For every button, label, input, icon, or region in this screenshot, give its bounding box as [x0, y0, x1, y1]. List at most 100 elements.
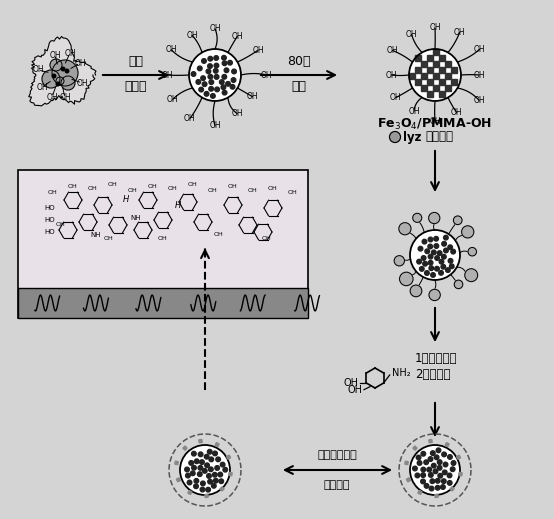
Circle shape: [186, 473, 190, 478]
Circle shape: [204, 91, 209, 96]
Bar: [451, 67, 457, 73]
Text: Fe$_3$O$_4$/PMMA-OH: Fe$_3$O$_4$/PMMA-OH: [377, 117, 493, 132]
Circle shape: [208, 480, 212, 484]
Text: OH: OH: [429, 23, 441, 33]
Circle shape: [201, 481, 205, 486]
Text: 冰浴超声: 冰浴超声: [425, 130, 453, 143]
Circle shape: [197, 472, 202, 476]
Bar: [407, 478, 411, 482]
Bar: [199, 440, 202, 443]
Circle shape: [440, 485, 445, 489]
Circle shape: [435, 485, 440, 490]
Circle shape: [429, 266, 434, 270]
Circle shape: [191, 72, 196, 76]
Circle shape: [213, 451, 217, 456]
Circle shape: [222, 90, 227, 95]
Circle shape: [222, 61, 227, 65]
Circle shape: [421, 467, 425, 472]
Circle shape: [187, 480, 192, 485]
Text: 80度: 80度: [288, 55, 311, 68]
Circle shape: [415, 473, 420, 478]
Circle shape: [208, 64, 212, 69]
Text: OH: OH: [48, 189, 58, 195]
Circle shape: [202, 59, 206, 63]
Text: OH: OH: [232, 109, 243, 118]
Circle shape: [437, 466, 442, 470]
Bar: [445, 61, 451, 67]
Circle shape: [198, 452, 203, 457]
Text: OH: OH: [288, 189, 298, 195]
Circle shape: [394, 256, 404, 266]
Circle shape: [209, 457, 214, 462]
Bar: [427, 67, 433, 73]
Circle shape: [425, 249, 429, 254]
Circle shape: [424, 271, 429, 275]
Text: OH: OH: [36, 83, 48, 91]
Text: OH: OH: [32, 65, 44, 75]
Text: OH: OH: [252, 46, 264, 54]
Text: OH: OH: [186, 31, 198, 39]
Circle shape: [427, 467, 432, 472]
Text: OH: OH: [188, 183, 198, 187]
Circle shape: [189, 461, 193, 465]
Circle shape: [428, 237, 433, 242]
Text: HO: HO: [45, 217, 55, 223]
Bar: [433, 85, 439, 91]
Circle shape: [198, 466, 203, 470]
Circle shape: [214, 75, 219, 79]
Text: OH: OH: [68, 184, 78, 188]
Text: H: H: [123, 196, 129, 204]
Circle shape: [192, 466, 196, 470]
Text: OH: OH: [474, 71, 485, 79]
Circle shape: [435, 479, 440, 483]
Circle shape: [429, 486, 434, 491]
Circle shape: [428, 261, 433, 265]
Bar: [421, 73, 427, 79]
Bar: [433, 73, 439, 79]
Bar: [176, 478, 181, 482]
Circle shape: [180, 445, 230, 495]
Text: OH: OH: [406, 30, 417, 39]
Text: HO: HO: [45, 229, 55, 235]
Circle shape: [418, 247, 423, 251]
Text: OH: OH: [474, 45, 485, 54]
Bar: [427, 55, 433, 61]
Circle shape: [207, 474, 211, 479]
Circle shape: [410, 285, 422, 297]
Text: OH: OH: [347, 385, 362, 394]
Circle shape: [428, 244, 433, 249]
Circle shape: [202, 469, 207, 473]
Circle shape: [449, 264, 454, 268]
Circle shape: [50, 59, 62, 71]
Circle shape: [211, 93, 215, 98]
Circle shape: [433, 469, 438, 474]
Text: OH: OH: [158, 236, 168, 240]
Circle shape: [194, 479, 199, 483]
Circle shape: [435, 266, 439, 271]
Circle shape: [228, 60, 232, 65]
Circle shape: [439, 270, 443, 275]
Bar: [418, 490, 422, 495]
Text: OH: OH: [103, 236, 113, 240]
Bar: [220, 487, 224, 491]
Circle shape: [430, 451, 435, 455]
Circle shape: [61, 76, 75, 90]
Circle shape: [56, 77, 64, 85]
Circle shape: [192, 452, 196, 456]
Circle shape: [461, 226, 474, 238]
Circle shape: [61, 67, 65, 71]
Text: OH: OH: [209, 121, 221, 130]
Circle shape: [430, 479, 435, 484]
Circle shape: [445, 268, 450, 272]
Circle shape: [399, 223, 411, 235]
Circle shape: [209, 87, 213, 91]
Bar: [439, 55, 445, 61]
Text: OH: OH: [64, 48, 76, 58]
Circle shape: [442, 254, 446, 259]
Bar: [439, 91, 445, 97]
Circle shape: [413, 466, 417, 471]
Circle shape: [430, 272, 435, 277]
Bar: [229, 472, 232, 476]
Circle shape: [423, 262, 427, 266]
Circle shape: [222, 56, 226, 60]
